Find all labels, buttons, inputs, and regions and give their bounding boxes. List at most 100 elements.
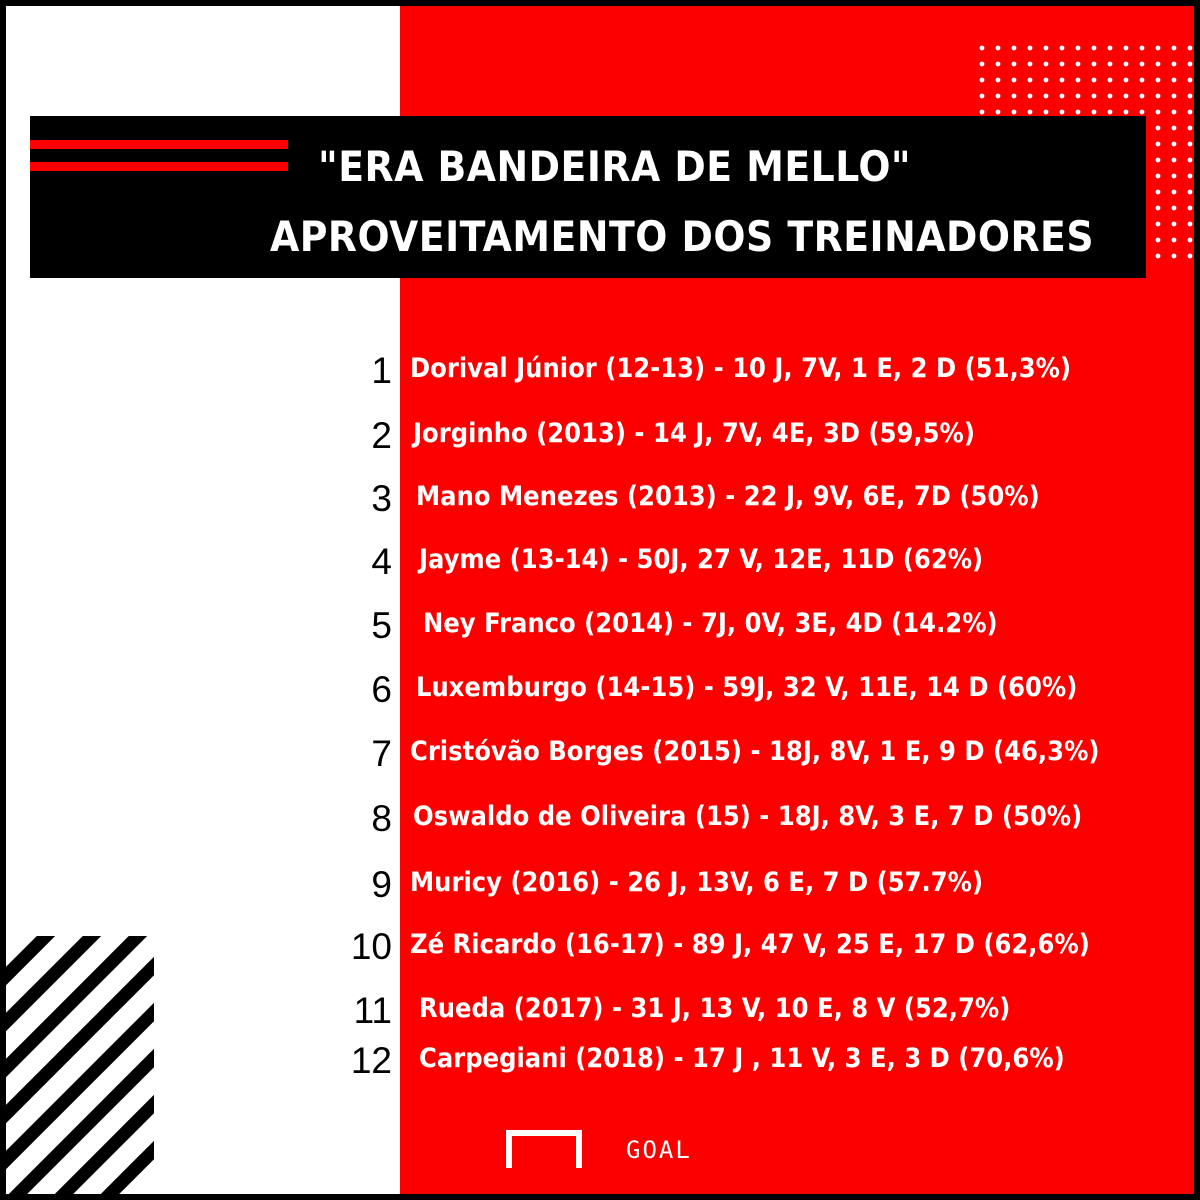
decor-dot: [1011, 61, 1017, 67]
rank-number: 7: [371, 733, 392, 774]
rank-number: 3: [371, 478, 392, 519]
diagonal-stripes-decoration: [6, 936, 154, 1194]
decor-dot: [1171, 253, 1177, 259]
decor-dot: [1123, 93, 1129, 99]
coach-stats: Rueda (2017) - 31 J, 13 V, 10 E, 8 V (52…: [419, 993, 1011, 1024]
decor-dot: [1011, 45, 1017, 51]
decor-dot: [1187, 77, 1193, 83]
decor-dot: [1059, 61, 1065, 67]
decor-dot: [1155, 253, 1161, 259]
accent-bar: [30, 162, 288, 171]
decor-dot: [1059, 93, 1065, 99]
decor-dot: [1043, 45, 1049, 51]
decor-dot: [1187, 205, 1193, 211]
decor-dot: [1155, 77, 1161, 83]
coach-row: 5 Ney Franco (2014) - 7J, 0V, 3E, 4D (14…: [6, 605, 1194, 663]
title-line-2: APROVEITAMENTO DOS TREINADORES: [270, 212, 1095, 261]
decor-dot: [1171, 189, 1177, 195]
decor-dot: [1187, 93, 1193, 99]
decor-dot: [1091, 45, 1097, 51]
coach-stats: Luxemburgo (14-15) - 59J, 32 V, 11E, 14 …: [416, 672, 1078, 703]
decor-dot: [1011, 109, 1017, 115]
decor-dot: [1139, 77, 1145, 83]
decor-dot: [1027, 93, 1033, 99]
decor-dot: [1123, 109, 1129, 115]
goal-logo-text: GOAL: [626, 1136, 692, 1164]
decor-dot: [1123, 61, 1129, 67]
coach-row: 11 Rueda (2017) - 31 J, 13 V, 10 E, 8 V …: [6, 990, 1194, 1048]
decor-dot: [1187, 173, 1193, 179]
decor-dot: [1027, 109, 1033, 115]
rank-number: 8: [371, 798, 392, 839]
decor-dot: [1171, 157, 1177, 163]
decor-dot: [1171, 45, 1177, 51]
decor-dot: [1091, 109, 1097, 115]
coach-stats: Carpegiani (2018) - 17 J , 11 V, 3 E, 3 …: [419, 1043, 1065, 1074]
decor-dot: [1171, 221, 1177, 227]
decor-dot: [1075, 77, 1081, 83]
rank-number: 1: [371, 350, 392, 391]
decor-dot: [1107, 77, 1113, 83]
decor-dot: [1171, 205, 1177, 211]
decor-dot: [1139, 109, 1145, 115]
coach-stats: Zé Ricardo (16-17) - 89 J, 47 V, 25 E, 1…: [410, 929, 1090, 960]
decor-dot: [979, 109, 985, 115]
decor-dot: [1027, 45, 1033, 51]
coach-row: 6 Luxemburgo (14-15) - 59J, 32 V, 11E, 1…: [6, 669, 1194, 727]
decor-dot: [995, 93, 1001, 99]
decor-dot: [995, 45, 1001, 51]
decor-dot: [1187, 189, 1193, 195]
decor-dot: [1187, 237, 1193, 243]
coach-row: 7 Cristóvão Borges (2015) - 18J, 8V, 1 E…: [6, 733, 1194, 791]
decor-dot: [1171, 141, 1177, 147]
decor-dot: [1171, 61, 1177, 67]
decor-dot: [1075, 61, 1081, 67]
decor-dot: [1155, 221, 1161, 227]
decor-dot: [1171, 109, 1177, 115]
decor-dot: [1171, 77, 1177, 83]
coach-row: 4 Jayme (13-14) - 50J, 27 V, 12E, 11D (6…: [6, 543, 1194, 599]
decor-dot: [1107, 109, 1113, 115]
decor-dot: [1011, 93, 1017, 99]
decor-dot: [1155, 109, 1161, 115]
rank-number: 5: [371, 605, 392, 646]
decor-dot: [1155, 205, 1161, 211]
decor-dot: [1027, 77, 1033, 83]
coach-stats: Mano Menezes (2013) - 22 J, 9V, 6E, 7D (…: [416, 481, 1040, 512]
decor-dot: [1155, 237, 1161, 243]
decor-dot: [1123, 77, 1129, 83]
decor-dot: [1059, 109, 1065, 115]
coach-row: 1 Dorival Júnior (12-13) - 10 J, 7V, 1 E…: [6, 350, 1194, 408]
coach-row: 2 Jorginho (2013) - 14 J, 7V, 4E, 3D (59…: [6, 417, 1194, 473]
decor-dot: [1155, 141, 1161, 147]
dot-pattern-decoration: [979, 45, 1193, 259]
decor-dot: [1075, 109, 1081, 115]
coach-stats: Cristóvão Borges (2015) - 18J, 8V, 1 E, …: [410, 736, 1100, 767]
decor-dot: [1059, 45, 1065, 51]
decor-dot: [1187, 61, 1193, 67]
coach-stats: Muricy (2016) - 26 J, 13V, 6 E, 7 D (57.…: [410, 867, 984, 898]
title-line-1: "ERA BANDEIRA DE MELLO": [318, 142, 912, 191]
decor-dot: [1155, 45, 1161, 51]
decor-dot: [979, 77, 985, 83]
coach-row: 10 Zé Ricardo (16-17) - 89 J, 47 V, 25 E…: [6, 928, 1194, 984]
rank-number: 6: [371, 669, 392, 710]
rank-number: 11: [353, 990, 392, 1031]
decor-dot: [1139, 93, 1145, 99]
coach-row: 9 Muricy (2016) - 26 J, 13V, 6 E, 7 D (5…: [6, 866, 1194, 922]
title-banner: "ERA BANDEIRA DE MELLO" APROVEITAMENTO D…: [30, 116, 1146, 278]
decor-dot: [1187, 253, 1193, 259]
coach-stats: Dorival Júnior (12-13) - 10 J, 7V, 1 E, …: [410, 353, 1072, 384]
decor-dot: [995, 109, 1001, 115]
decor-dot: [1155, 157, 1161, 163]
decor-dot: [1171, 237, 1177, 243]
decor-dot: [1091, 61, 1097, 67]
decor-dot: [1043, 93, 1049, 99]
decor-dot: [1155, 61, 1161, 67]
accent-bar: [30, 140, 288, 149]
decor-dot: [1107, 93, 1113, 99]
coach-stats: Oswaldo de Oliveira (15) - 18J, 8V, 3 E,…: [413, 801, 1083, 832]
decor-dot: [1187, 157, 1193, 163]
decor-dot: [1155, 189, 1161, 195]
